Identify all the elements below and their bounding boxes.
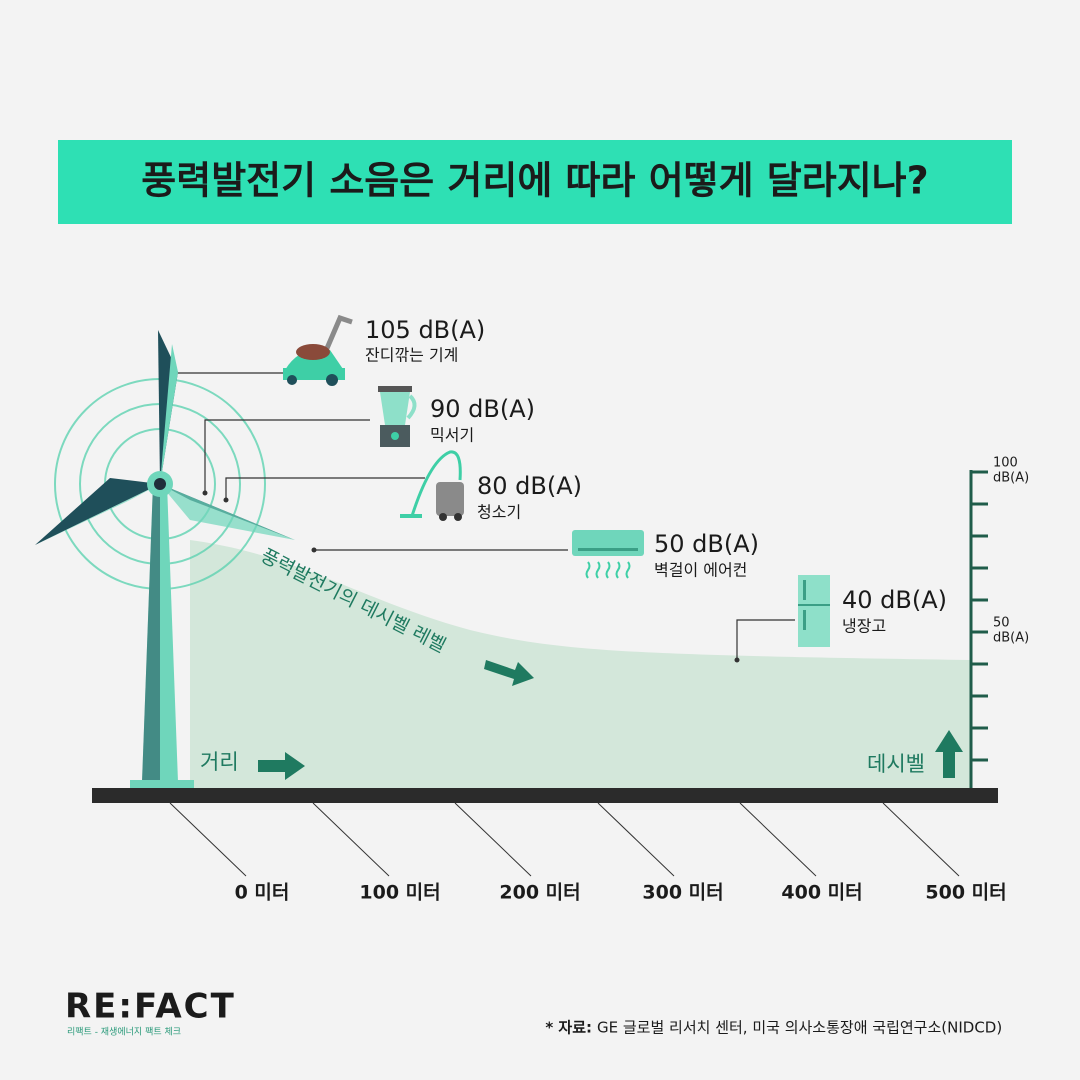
logo-tagline: 리팩트 - 재생에너지 팩트 체크 (67, 1027, 181, 1038)
source-level: 90 dB(A) (430, 395, 535, 423)
decibel-label: 데시벨 (867, 752, 925, 776)
curve-arrow (484, 660, 534, 686)
title: 풍력발전기 소음은 거리에 따라 어떻게 달라지나? (141, 159, 928, 203)
source-level: 40 dB(A) (842, 586, 947, 614)
source-name: 잔디깎는 기계 (365, 346, 458, 365)
mixer-icon (378, 386, 417, 447)
source-text: GE 글로벌 리서치 센터, 미국 의사소통장애 국립연구소(NIDCD) (597, 1019, 1002, 1037)
source-name: 믹서기 (430, 426, 474, 445)
refrigerator-icon (798, 575, 830, 647)
decibel-tick-unit: dB(A) (993, 471, 1029, 486)
source-level: 80 dB(A) (477, 472, 582, 500)
noise-area (190, 540, 970, 788)
vacuum-icon (400, 450, 464, 521)
leader-dots (202, 490, 740, 663)
decibel-arrow (935, 730, 963, 778)
source-level: 105 dB(A) (365, 316, 485, 344)
distance-tick: 500 미터 (925, 882, 1006, 904)
title-box (58, 140, 1012, 224)
leader-line (736, 619, 795, 660)
air-conditioner-icon (572, 530, 644, 579)
decibel-scale (969, 470, 988, 790)
logo: RE:FACT (65, 987, 236, 1027)
source-name: 냉장고 (842, 617, 886, 636)
distance-ticks (169, 802, 960, 877)
distance-label: 거리 (200, 750, 239, 774)
decibel-tick: 50 (993, 616, 1010, 631)
distance-tick: 100 미터 (359, 882, 440, 904)
wind-turbine (35, 330, 295, 788)
source-name: 벽걸이 에어컨 (654, 561, 747, 580)
leader-line (204, 419, 370, 493)
distance-tick: 0 미터 (235, 882, 290, 904)
source-level: 50 dB(A) (654, 530, 759, 558)
distance-tick: 300 미터 (642, 882, 723, 904)
source-name: 청소기 (477, 503, 521, 522)
source-label: * 자료: (545, 1019, 592, 1037)
distance-arrow (258, 752, 305, 780)
lawnmower-icon (283, 314, 353, 386)
decibel-tick: 100 (993, 456, 1018, 471)
decibel-tick-unit: dB(A) (993, 631, 1029, 646)
leader-line (225, 477, 425, 500)
distance-tick: 200 미터 (499, 882, 580, 904)
distance-tick: 400 미터 (781, 882, 862, 904)
ground (92, 788, 998, 803)
noise-source-labels: 105 dB(A) 잔디깎는 기계 90 dB(A) 믹서기 80 dB(A) … (365, 316, 947, 636)
